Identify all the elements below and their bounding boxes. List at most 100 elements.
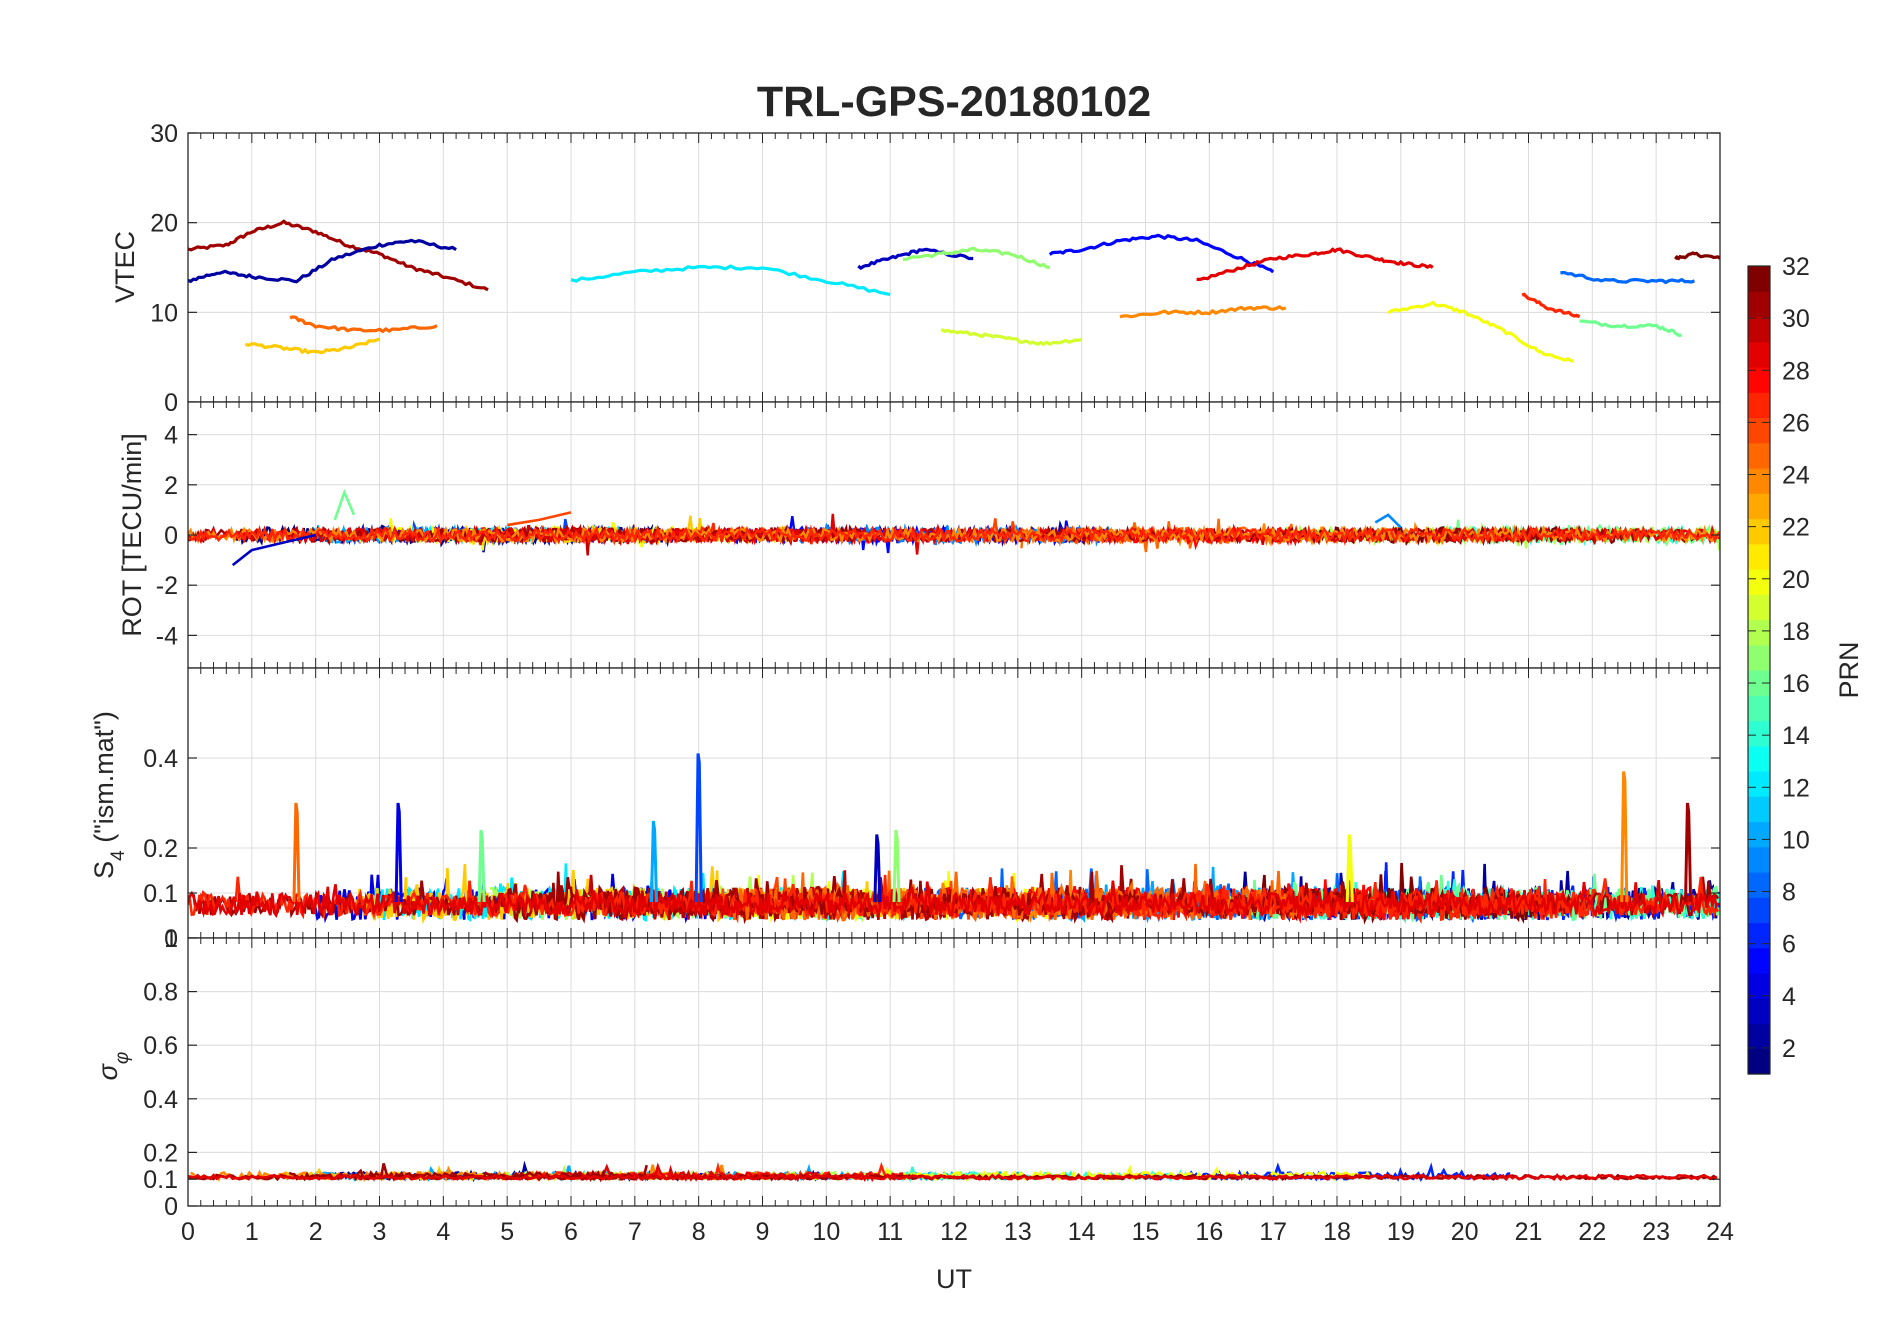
s4-ylabel-sub: 4 [108,850,129,861]
y-tick-label: 0.4 [143,745,178,773]
s4-traces [188,753,1720,925]
colorbar-block [1748,1048,1770,1075]
colorbar-block [1748,291,1770,318]
rot-excursion [333,488,356,521]
y-tick-label: 0 [164,389,178,417]
x-tick-label: 3 [373,1218,387,1246]
x-tick-label: 19 [1387,1218,1415,1246]
sigma-ylabel-sub: φ [112,1052,133,1064]
vtec-trace [1048,233,1275,274]
x-tick-label: 17 [1259,1218,1287,1246]
y-tick-label: 0 [164,925,178,953]
vtec-trace [188,238,457,284]
y-tick-label: 2 [164,472,178,500]
colorbar-block [1748,846,1770,873]
vtec-trace [1560,270,1696,285]
y-tick-label: 0 [164,522,178,550]
colorbar-block [1748,897,1770,924]
colorbar-tick-label: 24 [1782,462,1810,490]
colorbar-block [1748,392,1770,419]
vtec-trace [1196,247,1434,281]
colorbar-tick-label: 18 [1782,618,1810,646]
s4-spike [873,834,882,903]
rot-trace [188,524,1720,547]
sigma-traces [188,1160,1718,1183]
y-tick-label: 30 [150,120,178,148]
colorbar-tick-label: 26 [1782,409,1810,437]
s4-ylabel: S4 ("ism.mat") [89,711,129,879]
s4-spike [892,829,901,903]
x-tick-label: 14 [1068,1218,1096,1246]
panel-vtec: 0 10 20 30 VTEC [110,120,1721,417]
panel-sigma-phi: 00.10.20.40.60.81 σφ [93,925,1721,1221]
vtec-trace [188,219,489,292]
axes-frame [187,937,1721,1207]
vtec-trace [1521,292,1581,319]
colorbar-block [1748,644,1770,671]
x-tick-label: 15 [1132,1218,1160,1246]
vtec-trace [902,246,1051,270]
x-tick-label: 16 [1195,1218,1223,1246]
x-tick-label: 0 [181,1218,195,1246]
colorbar-block [1748,367,1770,393]
colorbar-block [1748,417,1770,444]
sigma-grid [187,937,1721,1207]
sigma-ylabel-main: σ [93,1062,123,1080]
x-tick-label: 24 [1706,1218,1734,1246]
rot-excursion [1374,513,1402,529]
colorbar-block [1748,720,1770,747]
colorbar-frame [1747,265,1771,1075]
vtec-trace [940,328,1083,346]
vtec-trace [1579,319,1683,338]
x-axis: 0 1 2 3 4 5 6 7 8 9 10 11 12 13 14 15 16 17 18 19 20 21 22 23 24 [181,1218,1734,1246]
x-tick-label: 12 [940,1218,968,1246]
s4-ylabel-main: S [89,861,119,879]
x-tick-label: 4 [436,1218,450,1246]
x-tick-label: 10 [812,1218,840,1246]
y-tick-label: 0.2 [143,1139,178,1167]
x-tick-label: 8 [692,1218,706,1246]
vtec-trace [289,315,438,334]
y-tick-label: -2 [156,572,178,600]
colorbar-blocks [1748,266,1770,1075]
sigma-ticks: 00.10.20.40.60.81 [143,925,1721,1221]
colorbar-block [1748,670,1770,696]
x-tick-label: 11 [877,1218,903,1246]
x-tick-label: 13 [1004,1218,1032,1246]
colorbar-block [1748,998,1770,1025]
colorbar-block [1748,266,1770,292]
vtec-trace [1119,305,1287,319]
colorbar-block [1748,1023,1770,1050]
colorbar-tick-label: 10 [1782,826,1810,854]
colorbar-tick-label: 14 [1782,722,1810,750]
vtec-traces [188,219,1720,364]
vtec-trace [1387,300,1574,364]
s4-spike [1345,834,1354,903]
y-tick-label: -4 [156,622,178,650]
y-tick-label: 10 [150,299,178,327]
s4-trace [188,879,1720,920]
colorbar-tick-label: 12 [1782,774,1810,802]
vtec-ylabel: VTEC [110,231,140,303]
y-tick-label: 0.4 [143,1086,178,1114]
y-tick-label: 4 [164,422,178,450]
s4-spike [394,802,403,903]
x-tick-label: 23 [1642,1218,1670,1246]
sigma-trace [188,1173,1718,1182]
colorbar-block [1748,493,1770,520]
rot-excursion [506,511,572,527]
y-tick-label: 0.8 [143,979,178,1007]
s4-spike [694,753,703,903]
panel-s4: 0 0.1 0.2 0.4 S4 ("ism.mat") [89,667,1721,953]
rot-ylabel: ROT [TECU/min] [117,433,147,637]
sigma-ylabel: σφ [93,1052,133,1081]
colorbar-tick-label: 16 [1782,670,1810,698]
x-tick-label: 18 [1323,1218,1351,1246]
colorbar-tick-label: 22 [1782,514,1810,542]
vtec-trace [244,337,380,355]
x-tick-label: 6 [564,1218,578,1246]
colorbar-block [1748,442,1770,469]
vtec-trace [1674,251,1720,261]
